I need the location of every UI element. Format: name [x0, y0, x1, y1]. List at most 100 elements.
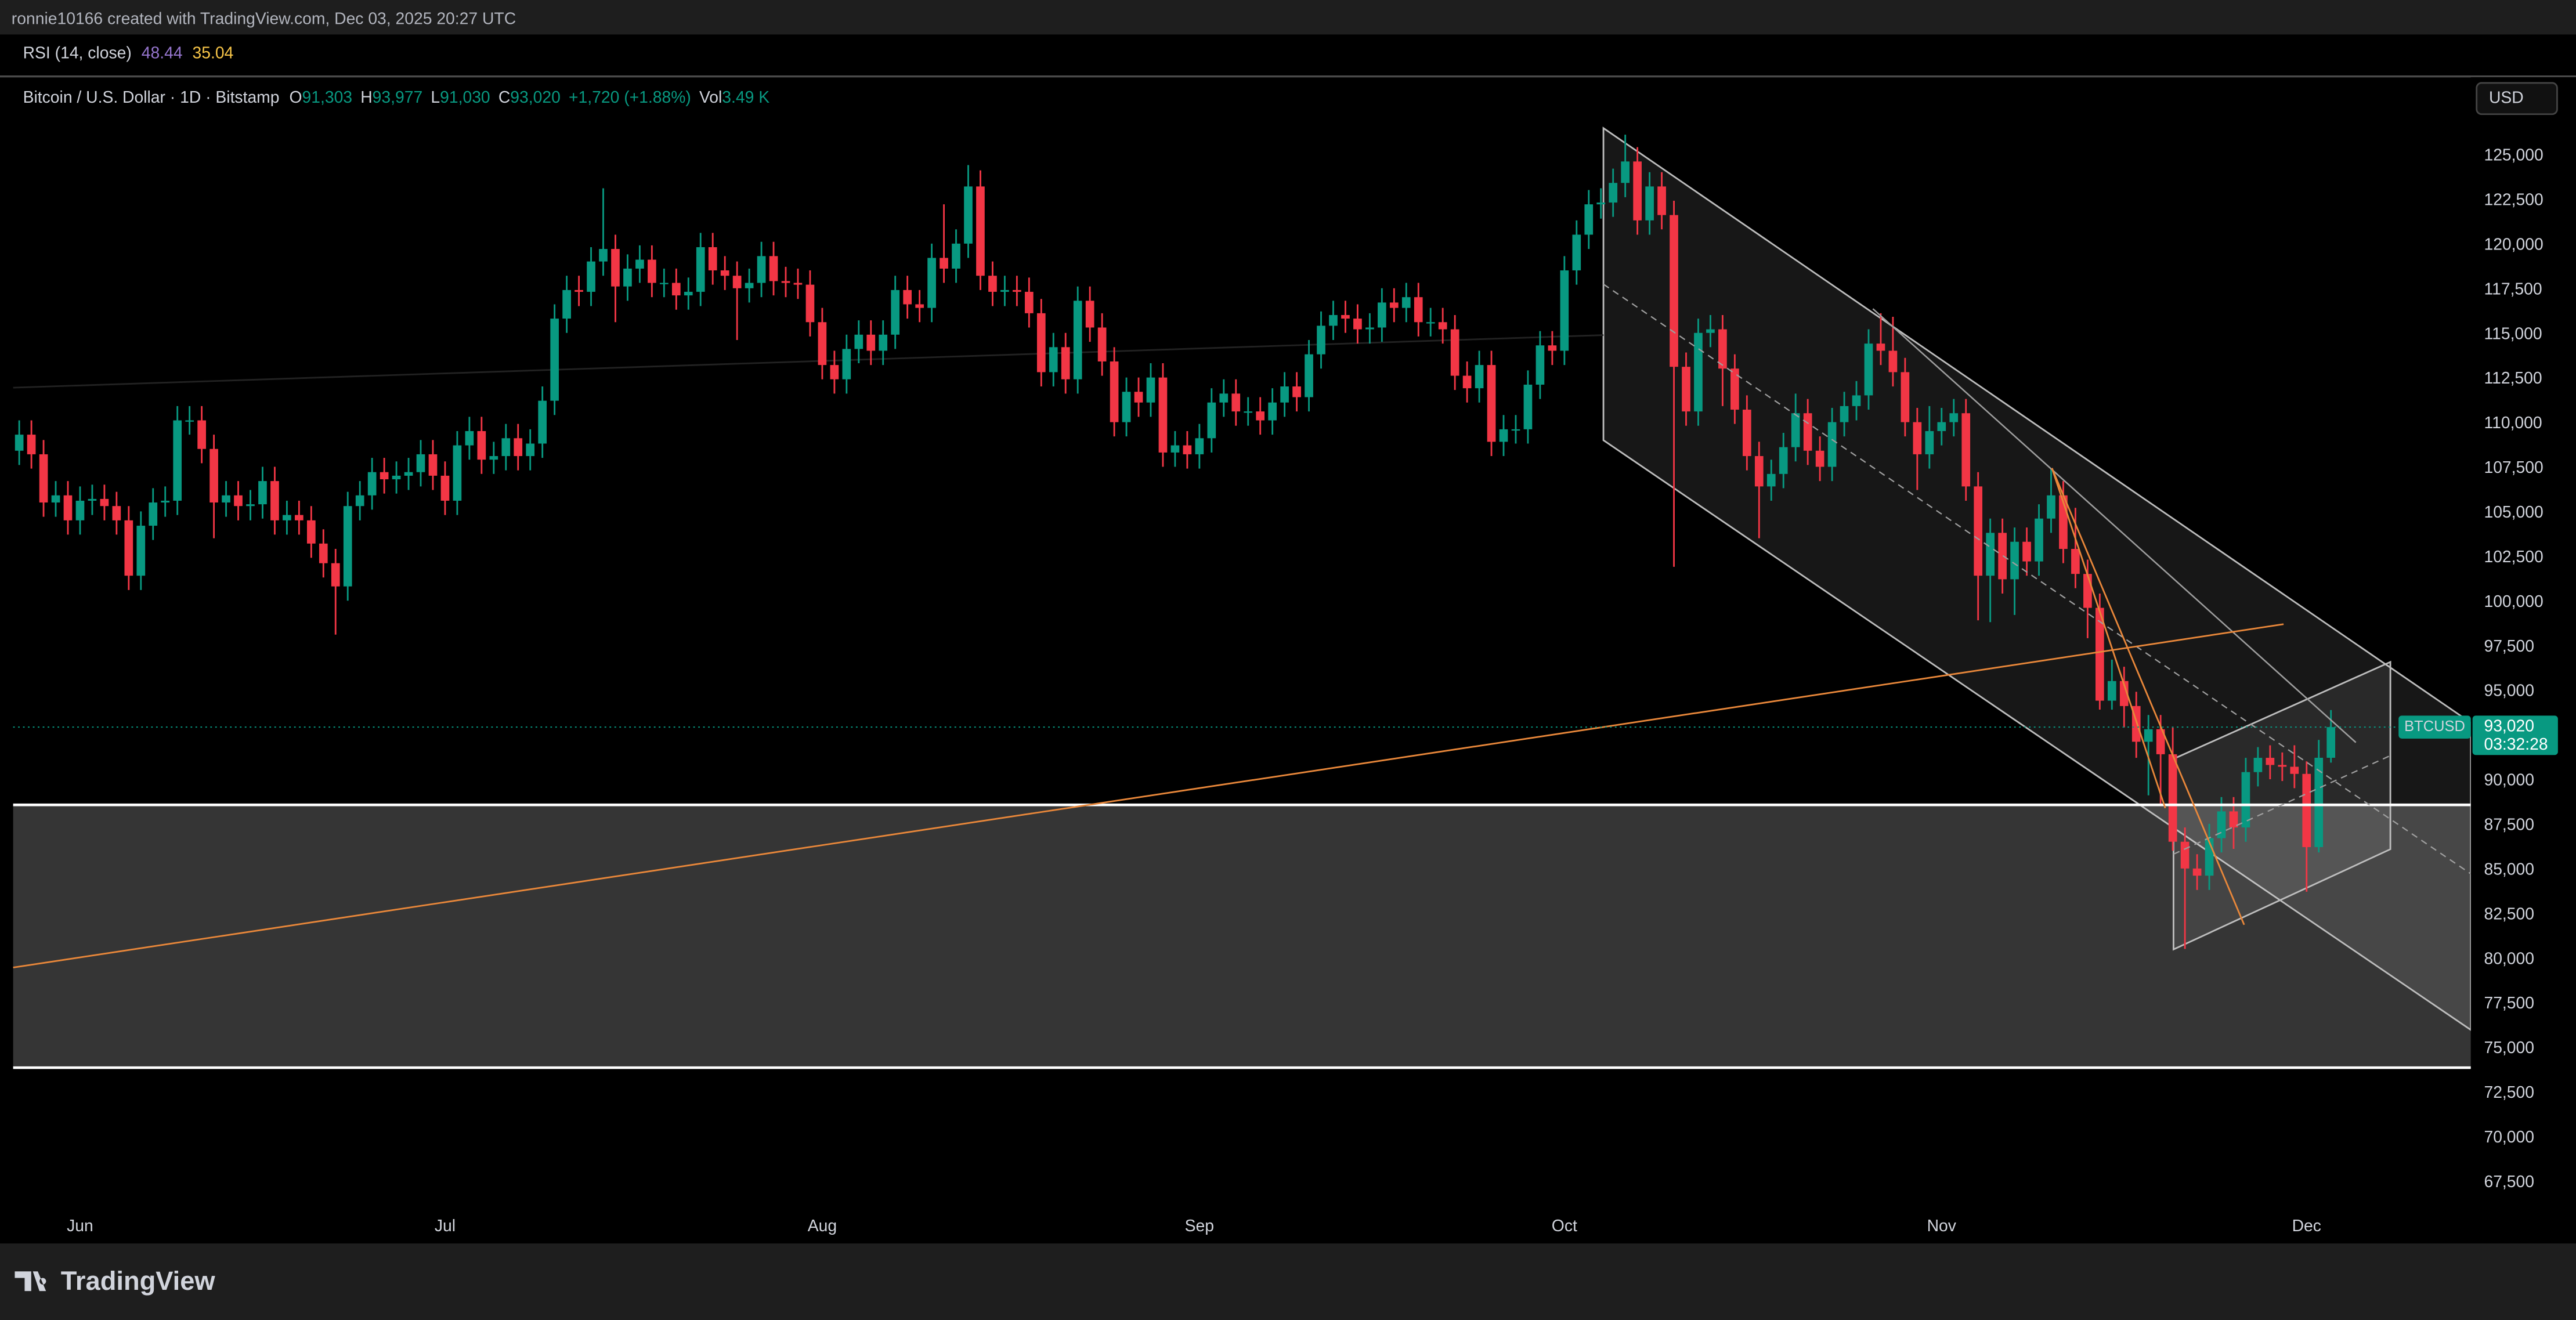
candle-body — [124, 520, 133, 576]
candle-body — [1158, 377, 1168, 453]
candle-body — [404, 472, 413, 476]
candle-body — [562, 290, 571, 319]
candle-body — [2278, 765, 2287, 767]
countdown: 03:32:28 — [2484, 735, 2548, 753]
candle-body — [1560, 270, 1569, 351]
candle-body — [660, 283, 669, 284]
candle-body — [1414, 297, 1423, 323]
candle-body — [246, 504, 255, 507]
candle-body — [1183, 445, 1192, 454]
candle-body — [1487, 365, 1496, 442]
candle-body — [648, 259, 656, 283]
candle-body — [891, 290, 900, 335]
candle-body — [854, 334, 864, 349]
candle-body — [927, 258, 936, 308]
support-zone — [13, 805, 2471, 1068]
candle-body — [599, 249, 608, 262]
candle-body — [1584, 204, 1594, 235]
candle-body — [15, 435, 24, 451]
ohlc-key: H — [360, 88, 372, 106]
orange-trendline — [2051, 468, 2166, 809]
candle-body — [1389, 302, 1399, 308]
last-price-tag — [2472, 715, 2558, 755]
candle-body — [1024, 291, 1034, 313]
candle-body — [1450, 329, 1459, 376]
y-tick-label: 122,500 — [2484, 190, 2543, 208]
candle-body — [769, 256, 778, 281]
candle-body — [720, 270, 729, 276]
candle-body — [1292, 386, 1301, 397]
y-tick-label: 115,000 — [2484, 324, 2542, 342]
candle-body — [1766, 473, 1776, 487]
candle-body — [501, 438, 511, 457]
symbol-tag — [2398, 715, 2471, 739]
candle-body — [2192, 868, 2202, 876]
candle-body — [1426, 322, 1435, 324]
price-axis: USD 67,500 70,000 72,500 75,000 77,500 80,000… — [2398, 77, 2576, 1244]
candle-body — [671, 283, 681, 296]
candle-body — [51, 495, 60, 503]
candle-body — [1341, 314, 1350, 319]
currency-button[interactable] — [2476, 82, 2558, 115]
candle-body — [976, 186, 985, 276]
candle-body — [2314, 757, 2324, 847]
candle-body — [1974, 486, 1983, 576]
candle-body — [940, 258, 948, 269]
candle-body — [222, 495, 230, 503]
y-tick-label: 105,000 — [2484, 502, 2543, 521]
y-tick-label: 97,500 — [2484, 637, 2534, 655]
candle-body — [1305, 354, 1313, 397]
candle-body — [1742, 410, 1751, 457]
candle-body — [1523, 384, 1533, 429]
candle-body — [477, 431, 486, 460]
candle-body — [2217, 811, 2226, 838]
y-tick-label: 102,500 — [2484, 547, 2543, 566]
candle-body — [1207, 402, 1216, 439]
candle-body — [1645, 186, 1654, 220]
candle-body — [1378, 302, 1386, 328]
candle-body — [306, 520, 316, 544]
candle-body — [367, 472, 377, 496]
candle-body — [1633, 161, 1642, 220]
candle-body — [952, 243, 960, 269]
y-tick-label: 107,500 — [2484, 458, 2543, 476]
candle-body — [1852, 395, 1861, 406]
candle-body — [623, 268, 632, 287]
candle-body — [283, 515, 291, 520]
brand: TradingView — [15, 1266, 215, 1296]
candle-body — [805, 284, 815, 323]
symbol-tag-text: BTCUSD — [2404, 718, 2465, 735]
candle-body — [842, 349, 851, 379]
ohlc-value: 93,020 — [510, 88, 561, 106]
candle-body — [1864, 343, 1873, 396]
y-tick-label: 77,500 — [2484, 993, 2534, 1012]
candle-body — [1706, 329, 1715, 333]
candle-body — [1657, 186, 1666, 215]
candle-body — [1146, 377, 1155, 403]
candle-body — [1949, 413, 1959, 422]
candle-body — [757, 256, 766, 283]
candle-body — [732, 276, 742, 288]
candle-body — [1937, 422, 1946, 431]
candle-body — [2156, 729, 2165, 754]
candle-body — [1682, 367, 1690, 412]
candle-body — [2168, 754, 2177, 842]
candle-body — [343, 506, 352, 587]
candle-body — [136, 526, 146, 576]
candle-body — [1913, 422, 1922, 454]
candle-body — [1231, 393, 1241, 412]
candles — [15, 135, 2336, 949]
faint-trendline — [13, 334, 1604, 389]
candle-body — [1827, 422, 1837, 467]
candle-body — [1961, 413, 1971, 487]
x-tick-label: Dec — [2292, 1216, 2321, 1235]
candle-body — [587, 261, 595, 292]
y-tick-label: 82,500 — [2484, 904, 2534, 923]
candle-body — [1170, 445, 1180, 453]
candle-body — [611, 249, 620, 287]
channel-midline — [1603, 283, 2472, 875]
symbol-title: Bitcoin / U.S. Dollar · 1D · Bitstamp — [23, 88, 280, 106]
candle-body — [1438, 322, 1447, 330]
chart-background — [0, 34, 2576, 1320]
